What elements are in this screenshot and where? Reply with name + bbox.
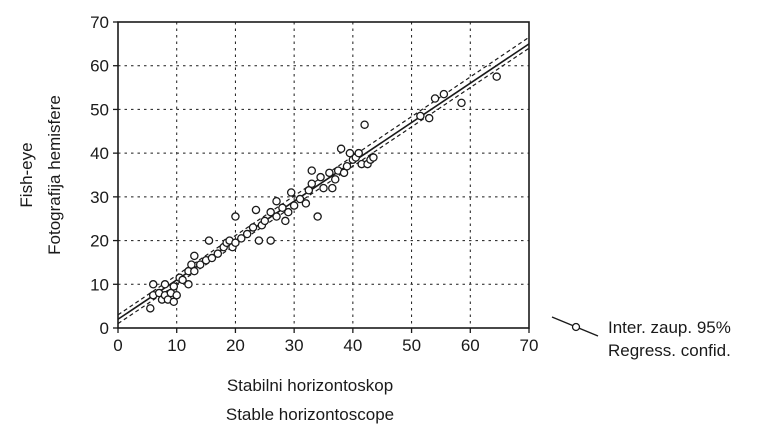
y-tick-label: 60 [90, 57, 109, 76]
data-point [439, 89, 449, 99]
x-tick-label: 40 [343, 336, 362, 355]
data-point [492, 72, 501, 81]
data-point [231, 238, 240, 248]
x-tick-label: 60 [461, 336, 480, 355]
data-point [190, 251, 199, 261]
y-tick-label: 10 [90, 275, 109, 294]
data-point [231, 212, 240, 221]
data-point [328, 183, 337, 193]
data-point [146, 304, 155, 313]
data-point [301, 199, 311, 208]
y-tick-label: 70 [90, 13, 109, 32]
data-point [319, 183, 328, 193]
data-point [316, 172, 325, 182]
data-point [251, 205, 261, 215]
data-point [457, 98, 466, 108]
x-tick-label: 10 [167, 336, 186, 355]
data-point [160, 280, 170, 289]
data-point [248, 223, 258, 232]
data-point [207, 253, 217, 263]
data-point [307, 166, 317, 175]
data-point [307, 179, 317, 188]
data-point [266, 236, 275, 245]
x-tick-label: 30 [285, 336, 304, 355]
data-point [242, 229, 252, 239]
data-point [178, 275, 187, 285]
data-point [354, 148, 363, 158]
data-point [295, 194, 305, 204]
data-point [260, 216, 270, 226]
x-tick-label: 70 [520, 336, 539, 355]
x-tick-label: 50 [402, 336, 421, 355]
data-point [284, 207, 293, 217]
legend-label-2: Regress. confid. [608, 341, 731, 360]
x-tick-label: 20 [226, 336, 245, 355]
y-axis-title-line2: Fotografija hemisfere [45, 95, 64, 255]
data-point [272, 196, 281, 206]
data-point [148, 280, 158, 289]
plot-area-frame [117, 21, 530, 329]
data-point [281, 216, 290, 226]
data-point [342, 162, 352, 171]
data-point [289, 201, 299, 210]
data-point [272, 212, 281, 221]
data-point [330, 175, 340, 184]
x-tick-label: 0 [113, 336, 122, 355]
data-point [169, 282, 179, 291]
data-point [204, 236, 214, 245]
y-tick-label: 20 [90, 232, 109, 251]
data-point [325, 168, 334, 178]
y-axis-title-line1: Fish-eye [17, 142, 36, 207]
data-point [184, 280, 193, 289]
y-tick-label: 50 [90, 100, 109, 119]
tick-marks [113, 21, 530, 333]
x-tick-labels: 0 10 20 30 40 50 60 70 [113, 336, 538, 355]
data-point [190, 266, 199, 276]
data-point [172, 290, 181, 300]
y-tick-label: 30 [90, 188, 109, 207]
data-points [146, 72, 501, 313]
data-point [360, 120, 369, 129]
y-tick-label: 40 [90, 144, 109, 163]
data-point [278, 203, 287, 213]
data-point [266, 207, 275, 217]
y-tick-label: 0 [100, 319, 109, 338]
x-axis-title-line1: Stabilni horizontoskop [227, 376, 393, 395]
data-point [286, 188, 296, 197]
data-point [213, 249, 223, 258]
data-point [424, 113, 434, 123]
data-point [416, 111, 425, 121]
legend: Inter. zaup. 95% Regress. confid. [551, 316, 731, 360]
data-point [369, 153, 378, 162]
data-point [336, 144, 346, 154]
data-point [313, 212, 322, 221]
data-point [254, 236, 264, 245]
data-point [195, 260, 205, 269]
legend-point-symbol [571, 322, 581, 332]
data-point [237, 234, 246, 243]
legend-label-1: Inter. zaup. 95% [608, 318, 731, 337]
data-point [430, 94, 440, 103]
y-tick-labels: 0 10 20 30 40 50 60 70 [90, 13, 109, 338]
x-axis-title-line2: Stable horizontoscope [226, 405, 394, 424]
